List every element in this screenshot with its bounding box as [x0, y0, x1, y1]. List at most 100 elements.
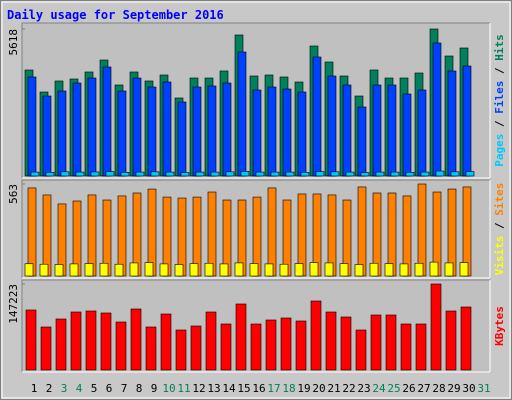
- x-tick-label: 5: [91, 382, 98, 395]
- bar: [297, 91, 307, 177]
- x-tick-label: 23: [357, 382, 370, 395]
- bar: [105, 171, 115, 177]
- bar: [135, 171, 145, 177]
- x-tick-label: 30: [462, 382, 475, 395]
- x-tick-label: 16: [252, 382, 265, 395]
- legend-separator: /: [493, 61, 506, 81]
- bar: [225, 171, 235, 177]
- x-tick-label: 17: [267, 382, 280, 395]
- bar: [240, 170, 250, 177]
- bar: [250, 323, 262, 371]
- bar: [27, 187, 37, 277]
- bar: [402, 93, 412, 177]
- legend-separator: /: [493, 114, 506, 134]
- bar: [310, 300, 322, 371]
- bar: [330, 171, 340, 177]
- x-tick-label: 24: [372, 382, 386, 395]
- x-tick-label: 25: [387, 382, 400, 395]
- x-tick-label: 27: [417, 382, 430, 395]
- bar: [462, 65, 472, 177]
- bar: [57, 90, 67, 177]
- bar: [207, 85, 217, 177]
- bar: [175, 329, 187, 371]
- bar: [192, 86, 202, 177]
- x-tick-label: 15: [237, 382, 250, 395]
- legend-entry: Visits: [493, 236, 506, 276]
- legend-entry: KBytes: [493, 306, 506, 346]
- bar: [265, 319, 277, 371]
- x-tick-label: 20: [312, 382, 325, 395]
- bar: [219, 263, 229, 277]
- bar: [390, 171, 400, 177]
- bar: [249, 263, 259, 277]
- x-tick-label: 29: [447, 382, 460, 395]
- bar: [270, 171, 280, 177]
- bar: [444, 262, 454, 277]
- bar: [264, 263, 274, 277]
- bar: [252, 89, 262, 177]
- bar: [132, 77, 142, 177]
- x-tick-label: 13: [207, 382, 220, 395]
- bar: [255, 171, 265, 177]
- x-tick-label: 8: [136, 382, 143, 395]
- bar: [325, 311, 337, 371]
- bar: [90, 171, 100, 177]
- bar: [340, 316, 352, 371]
- bar: [195, 171, 205, 177]
- bar: [54, 264, 64, 277]
- bar: [285, 171, 295, 177]
- bar: [339, 263, 349, 277]
- bar: [114, 263, 124, 277]
- bar: [267, 86, 277, 177]
- bar: [342, 84, 352, 177]
- bar: [357, 106, 367, 177]
- bar: [190, 325, 202, 371]
- legend: KBytes: [493, 306, 506, 346]
- bar: [147, 86, 157, 177]
- x-tick-label: 14: [222, 382, 236, 395]
- bar: [447, 70, 457, 177]
- bar: [72, 82, 82, 177]
- bar: [384, 263, 394, 277]
- bar: [417, 89, 427, 177]
- bar: [180, 172, 190, 177]
- bar: [55, 318, 67, 371]
- x-tick-label: 3: [61, 382, 68, 395]
- bar: [220, 323, 232, 371]
- bar: [222, 82, 232, 177]
- bar: [100, 312, 112, 371]
- x-tick-label: 6: [106, 382, 113, 395]
- bar: [354, 264, 364, 277]
- bar: [445, 310, 457, 371]
- bar: [315, 171, 325, 177]
- x-tick-label: 21: [327, 382, 340, 395]
- x-tick-label: 11: [177, 382, 190, 395]
- bar: [417, 183, 427, 277]
- bar: [234, 262, 244, 277]
- bar: [235, 303, 247, 371]
- bar: [189, 263, 199, 277]
- bar: [60, 171, 70, 177]
- bar: [324, 262, 334, 277]
- x-tick-label: 26: [402, 382, 415, 395]
- bar: [459, 262, 469, 277]
- bar: [327, 75, 337, 177]
- bar: [435, 170, 445, 177]
- bar: [357, 186, 367, 277]
- bar: [174, 264, 184, 277]
- x-tick-label: 4: [76, 382, 83, 395]
- bar: [45, 172, 55, 177]
- bar: [130, 308, 142, 371]
- x-tick-label: 2: [46, 382, 53, 395]
- bar: [387, 84, 397, 177]
- bar: [465, 171, 475, 177]
- bar: [84, 263, 94, 277]
- y-tick-label: 563: [7, 184, 20, 204]
- bar: [414, 262, 424, 277]
- legend-entry: Files: [493, 81, 506, 114]
- bar: [460, 306, 472, 371]
- bar: [69, 263, 79, 277]
- y-tick-label: 5618: [7, 29, 20, 56]
